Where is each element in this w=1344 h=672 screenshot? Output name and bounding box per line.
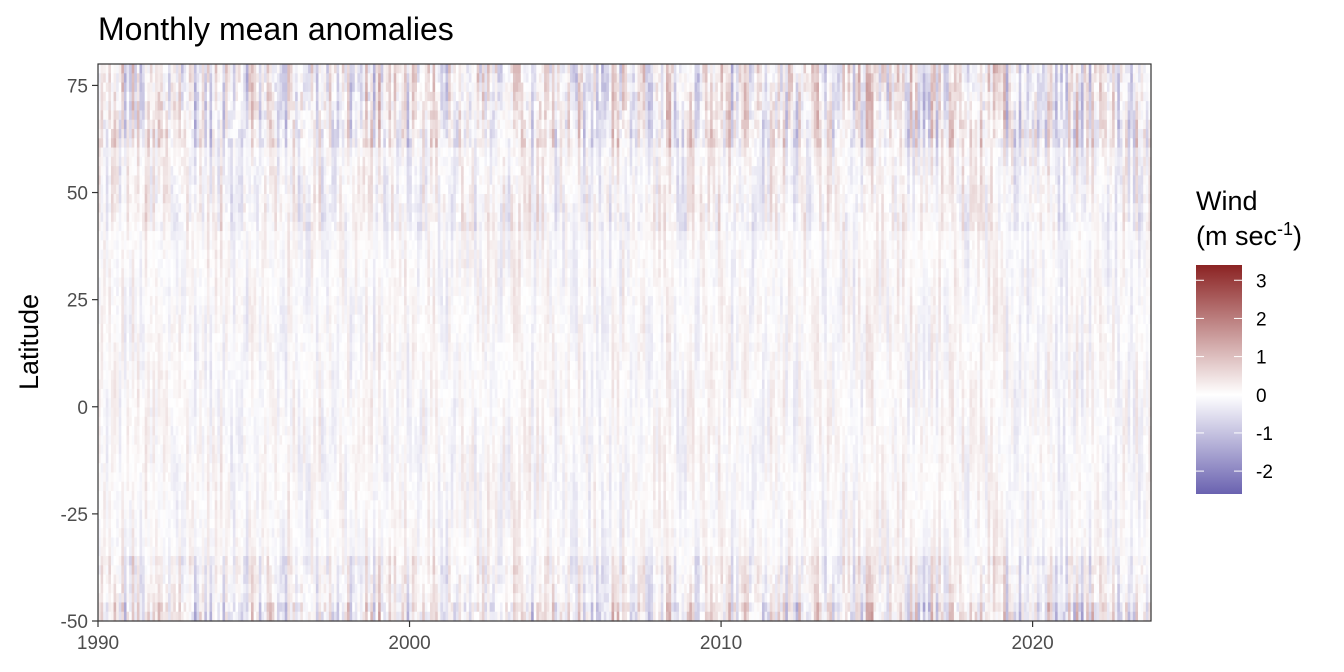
chart-title: Monthly mean anomalies [98, 11, 454, 47]
heatmap-cells [98, 64, 1152, 622]
